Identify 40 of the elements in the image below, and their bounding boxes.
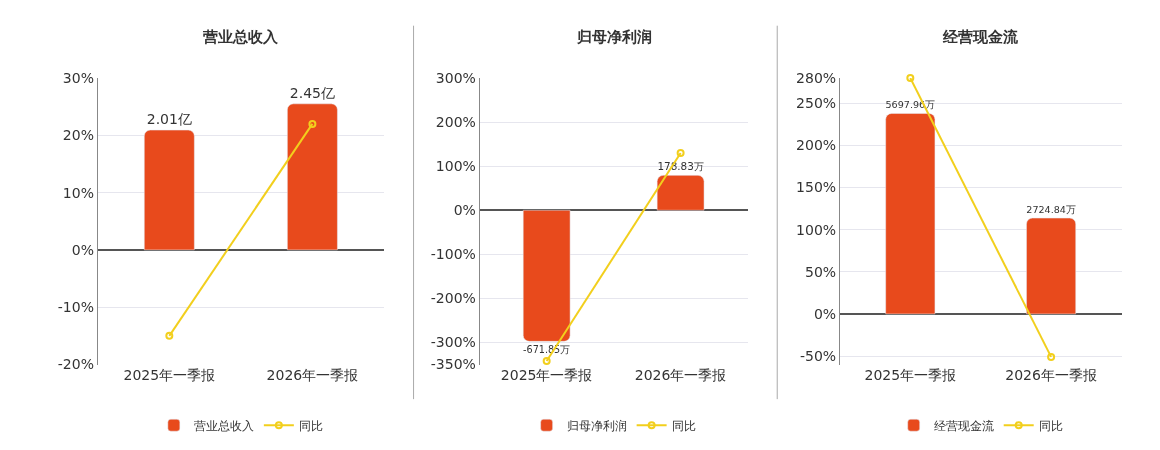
legend-label: 营业总收入	[193, 418, 254, 433]
x-tick-label: 2025年一季报	[123, 366, 216, 383]
y-tick-label: -50%	[799, 347, 837, 364]
legend-label: 归母净利润	[566, 418, 627, 433]
y-tick-label: -100%	[430, 246, 476, 263]
y-tick-label: 150%	[796, 179, 837, 196]
y-tick-label: -200%	[430, 290, 476, 307]
chart-title: 归母净利润	[576, 28, 652, 46]
data-label: 2724.84万	[1026, 204, 1076, 216]
y-tick-label: 0%	[813, 305, 837, 322]
data-label: 2.45亿	[289, 84, 335, 101]
y-tick-label: 0%	[453, 202, 476, 219]
y-tick-label: -20%	[57, 356, 94, 373]
legend-label: 同比	[298, 418, 323, 433]
y-tick-label: -350%	[430, 356, 476, 373]
y-tick-label: 280%	[796, 69, 837, 86]
x-tick-label: 2026年一季报	[1005, 366, 1097, 383]
y-tick-label: 0%	[71, 241, 94, 258]
y-tick-label: 20%	[62, 127, 94, 144]
y-tick-label: 250%	[796, 95, 837, 112]
x-tick-label: 2026年一季报	[266, 366, 359, 383]
legend-label: 经营现金流	[933, 418, 994, 433]
y-tick-label: 200%	[796, 137, 837, 154]
chart-title: 营业总收入	[202, 28, 279, 46]
y-tick-label: 200%	[435, 114, 476, 131]
y-tick-label: -300%	[430, 334, 476, 351]
y-tick-label: 300%	[435, 69, 476, 86]
data-label: 2.01亿	[146, 111, 192, 128]
x-tick-label: 2025年一季报	[500, 366, 593, 383]
x-tick-label: 2025年一季报	[864, 366, 957, 383]
y-tick-label: 30%	[62, 69, 94, 86]
legend-label: 同比	[671, 418, 696, 433]
y-tick-label: 100%	[796, 221, 837, 238]
x-tick-label: 2026年一季报	[634, 366, 727, 383]
y-tick-label: -10%	[57, 299, 94, 316]
y-tick-label: 50%	[804, 263, 837, 280]
chart-title: 经营现金流	[942, 28, 1019, 46]
y-tick-label: 10%	[62, 184, 94, 201]
y-tick-label: 100%	[435, 158, 476, 175]
legend-label: 同比	[1038, 418, 1063, 433]
